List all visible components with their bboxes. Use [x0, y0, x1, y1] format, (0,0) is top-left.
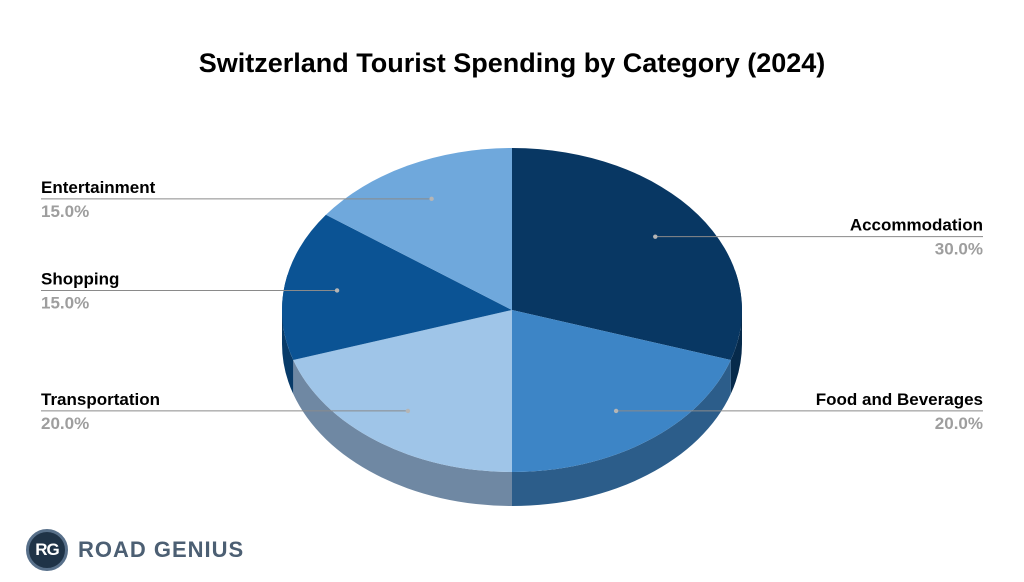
label-transportation: Transportation 20.0% [41, 390, 411, 433]
pie-side-accommodation [730, 310, 742, 395]
logo-text: ROAD GENIUS [78, 537, 245, 562]
pie-labels: Accommodation 30.0% Food and Beverages 20.0… [41, 178, 983, 433]
pie-slice-transportation [293, 310, 512, 472]
road-genius-logo: RG ROAD GENIUS [26, 527, 244, 573]
pie-slice-accommodation [512, 148, 742, 361]
slice-label-value: 20.0% [41, 414, 89, 433]
slice-label-name: Food and Beverages [816, 390, 983, 409]
pie-slice-entertainment [325, 148, 512, 310]
slice-label-value: 30.0% [935, 240, 983, 259]
label-shopping: Shopping 15.0% [41, 269, 340, 312]
label-accommodation: Accommodation 30.0% [653, 216, 983, 259]
slice-label-name: Entertainment [41, 178, 156, 197]
pie-side-shopping [282, 310, 294, 395]
pie-slice-shopping [281, 214, 512, 361]
slice-label-name: Transportation [41, 390, 160, 409]
chart-title: Switzerland Tourist Spending by Category… [198, 48, 826, 78]
leader-dot [405, 408, 411, 414]
slice-label-name: Accommodation [850, 216, 983, 235]
leader-dot [613, 408, 619, 414]
pie-slice-food-and-beverages [512, 310, 731, 472]
leader-dot [429, 196, 434, 202]
leader-dot [653, 234, 658, 239]
logo-badge-icon: RG [26, 529, 68, 571]
slice-label-value: 20.0% [935, 414, 983, 433]
slice-label-value: 15.0% [41, 202, 89, 221]
slice-label-value: 15.0% [41, 293, 89, 312]
pie-side-transportation [293, 360, 512, 506]
leader-dot [334, 288, 340, 293]
pie-top [281, 148, 742, 472]
label-food-and-beverages: Food and Beverages 20.0% [613, 390, 983, 433]
slice-label-name: Shopping [41, 269, 119, 288]
pie-side-food-and-beverages [512, 360, 731, 506]
label-entertainment: Entertainment 15.0% [41, 178, 434, 221]
